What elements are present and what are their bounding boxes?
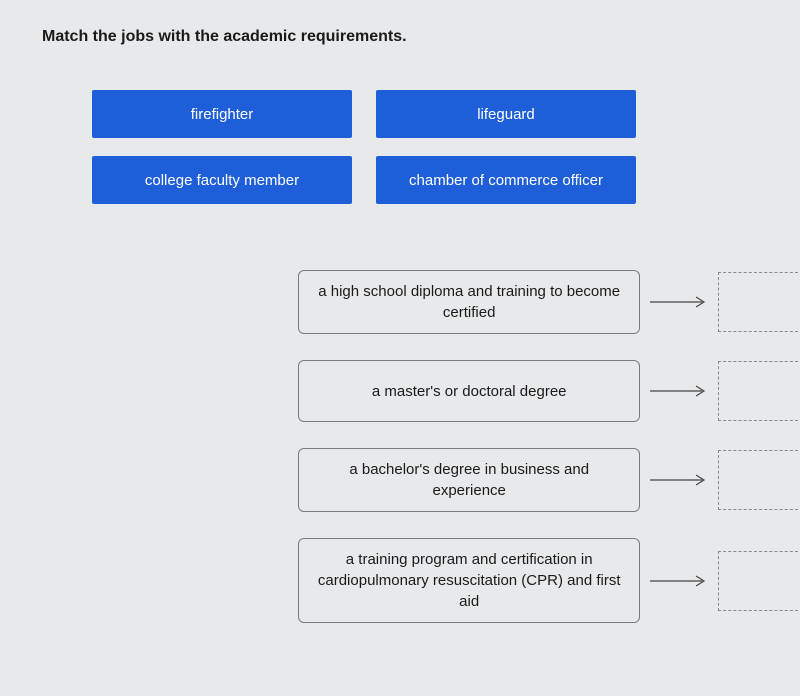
jobs-container: firefighter lifeguard college faculty me… [92, 90, 642, 204]
requirement-text: a high school diploma and training to be… [313, 281, 625, 323]
job-label: chamber of commerce officer [409, 172, 603, 189]
job-tile-lifeguard[interactable]: lifeguard [376, 90, 636, 138]
drop-target[interactable] [718, 272, 798, 332]
requirement-row: a bachelor's degree in business and expe… [298, 448, 798, 512]
job-tile-chamber-officer[interactable]: chamber of commerce officer [376, 156, 636, 204]
requirement-box: a bachelor's degree in business and expe… [298, 448, 640, 512]
job-label: lifeguard [477, 106, 535, 123]
requirement-text: a master's or doctoral degree [372, 381, 567, 402]
requirement-box: a high school diploma and training to be… [298, 270, 640, 334]
job-tile-firefighter[interactable]: firefighter [92, 90, 352, 138]
drop-target[interactable] [718, 450, 798, 510]
job-tile-college-faculty[interactable]: college faculty member [92, 156, 352, 204]
arrow-icon [640, 384, 718, 398]
arrow-icon [640, 574, 718, 588]
requirement-row: a high school diploma and training to be… [298, 270, 798, 334]
requirement-box: a master's or doctoral degree [298, 360, 640, 422]
arrow-icon [640, 473, 718, 487]
instruction-text: Match the jobs with the academic require… [42, 28, 407, 46]
requirements-container: a high school diploma and training to be… [298, 270, 798, 649]
drop-target[interactable] [718, 551, 798, 611]
requirement-text: a training program and certification in … [313, 549, 625, 612]
requirement-row: a training program and certification in … [298, 538, 798, 623]
arrow-icon [640, 295, 718, 309]
requirement-box: a training program and certification in … [298, 538, 640, 623]
drop-target[interactable] [718, 361, 798, 421]
requirement-row: a master's or doctoral degree [298, 360, 798, 422]
requirement-text: a bachelor's degree in business and expe… [313, 459, 625, 501]
job-label: firefighter [191, 106, 254, 123]
job-label: college faculty member [145, 172, 299, 189]
